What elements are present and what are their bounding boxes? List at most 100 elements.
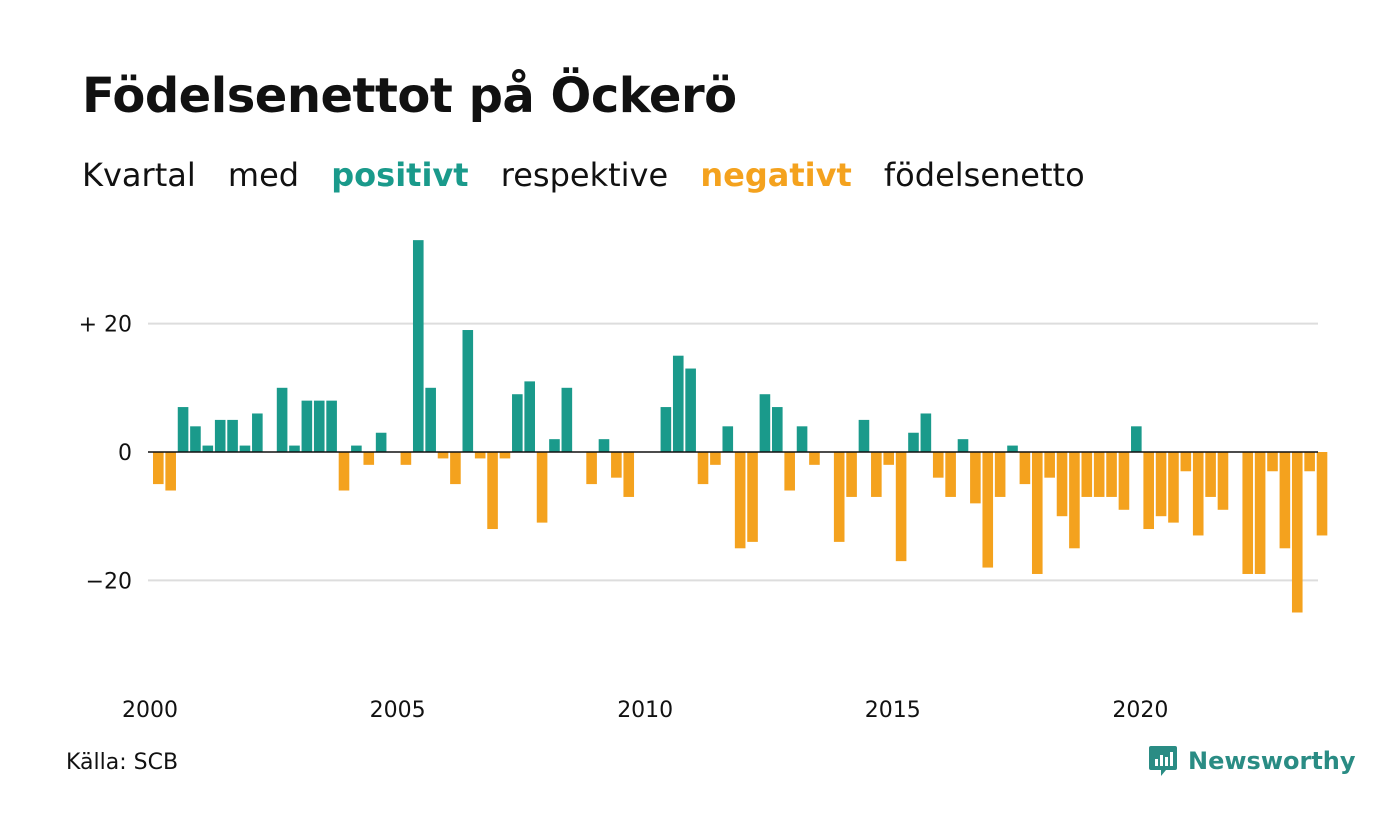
brand-logo: Newsworthy [1148, 744, 1356, 778]
bar [301, 400, 313, 452]
subtitle-text-kvartal: Kvartal [82, 156, 196, 194]
bar [561, 387, 573, 452]
subtitle-negative-label: negativt [700, 156, 852, 194]
bar [833, 452, 845, 542]
bar [202, 445, 214, 452]
bar [784, 452, 795, 491]
bar [165, 452, 176, 491]
bar [598, 439, 610, 452]
chart-title: Födelsenettot på Öckerö [82, 68, 737, 124]
bar [1007, 445, 1018, 452]
x-tick-label: 2015 [865, 698, 921, 723]
bar [252, 413, 263, 452]
bar [1056, 452, 1068, 517]
bar [1316, 452, 1328, 536]
bar [512, 394, 523, 452]
bar [412, 240, 424, 452]
bar [920, 413, 932, 452]
bar [363, 452, 375, 465]
subtitle-text-fodelsenetto: födelsenetto [883, 156, 1085, 194]
bar [623, 452, 635, 497]
bar [462, 330, 474, 452]
bar [945, 452, 956, 497]
bar [685, 368, 696, 452]
bar [1031, 452, 1043, 574]
bar [1106, 452, 1117, 497]
y-tick-label: + 20 [79, 313, 132, 338]
bar [1155, 452, 1167, 517]
bar [772, 407, 783, 452]
bar [1267, 452, 1278, 472]
bar [227, 419, 238, 452]
bar [524, 381, 535, 452]
bar [177, 407, 189, 452]
bar [710, 452, 721, 465]
bar [1093, 452, 1105, 497]
bar [970, 452, 981, 504]
bar [214, 419, 226, 452]
bar [1118, 452, 1130, 510]
bar [871, 452, 882, 497]
bar [536, 452, 548, 523]
y-tick-label: 0 [118, 441, 132, 466]
bar [908, 432, 919, 452]
bar [1279, 452, 1291, 549]
bar [474, 452, 486, 459]
subtitle-positive-label: positivt [331, 156, 469, 194]
bar [809, 452, 820, 465]
bar [190, 426, 201, 452]
bar [1180, 452, 1192, 472]
bar [1131, 426, 1142, 452]
bar [375, 432, 387, 452]
bar [1168, 452, 1179, 523]
bar [239, 445, 251, 452]
x-tick-label: 2020 [1112, 698, 1168, 723]
bar [883, 452, 895, 465]
bar [313, 400, 325, 452]
bar [351, 445, 362, 452]
bar [722, 426, 734, 452]
bar [1044, 452, 1055, 478]
bar [1304, 452, 1315, 472]
x-tick-label: 2010 [617, 698, 673, 723]
bar [611, 452, 622, 478]
chart-subtitle: Kvartal med positivt respektive negativt… [82, 156, 1107, 194]
bar [586, 452, 597, 485]
bar [276, 387, 288, 452]
bar [1291, 452, 1303, 613]
bar [425, 387, 436, 452]
bar [1019, 452, 1031, 485]
bar [734, 452, 746, 549]
bar [400, 452, 412, 465]
bar [982, 452, 994, 568]
bar [660, 407, 672, 452]
bar [450, 452, 461, 485]
bar [957, 439, 969, 452]
bar [846, 452, 857, 497]
newsworthy-logo-icon [1149, 746, 1177, 776]
bar [338, 452, 350, 491]
bar [1192, 452, 1204, 536]
bar [1205, 452, 1216, 497]
bar [289, 445, 300, 452]
bar [895, 452, 907, 562]
bar [932, 452, 944, 478]
bar [1143, 452, 1154, 530]
bar [672, 355, 684, 452]
bar [326, 400, 337, 452]
bar [759, 394, 771, 452]
bar [1242, 452, 1254, 574]
bar [796, 426, 808, 452]
bar [1254, 452, 1266, 574]
subtitle-text-respektive: respektive [500, 156, 669, 194]
bar [1081, 452, 1093, 497]
bar [499, 452, 511, 459]
bar [437, 452, 449, 459]
bar [858, 419, 870, 452]
bar [153, 452, 164, 485]
bar [487, 452, 498, 530]
x-tick-label: 2005 [370, 698, 426, 723]
subtitle-text-med: med [227, 156, 300, 194]
bar [1217, 452, 1229, 510]
